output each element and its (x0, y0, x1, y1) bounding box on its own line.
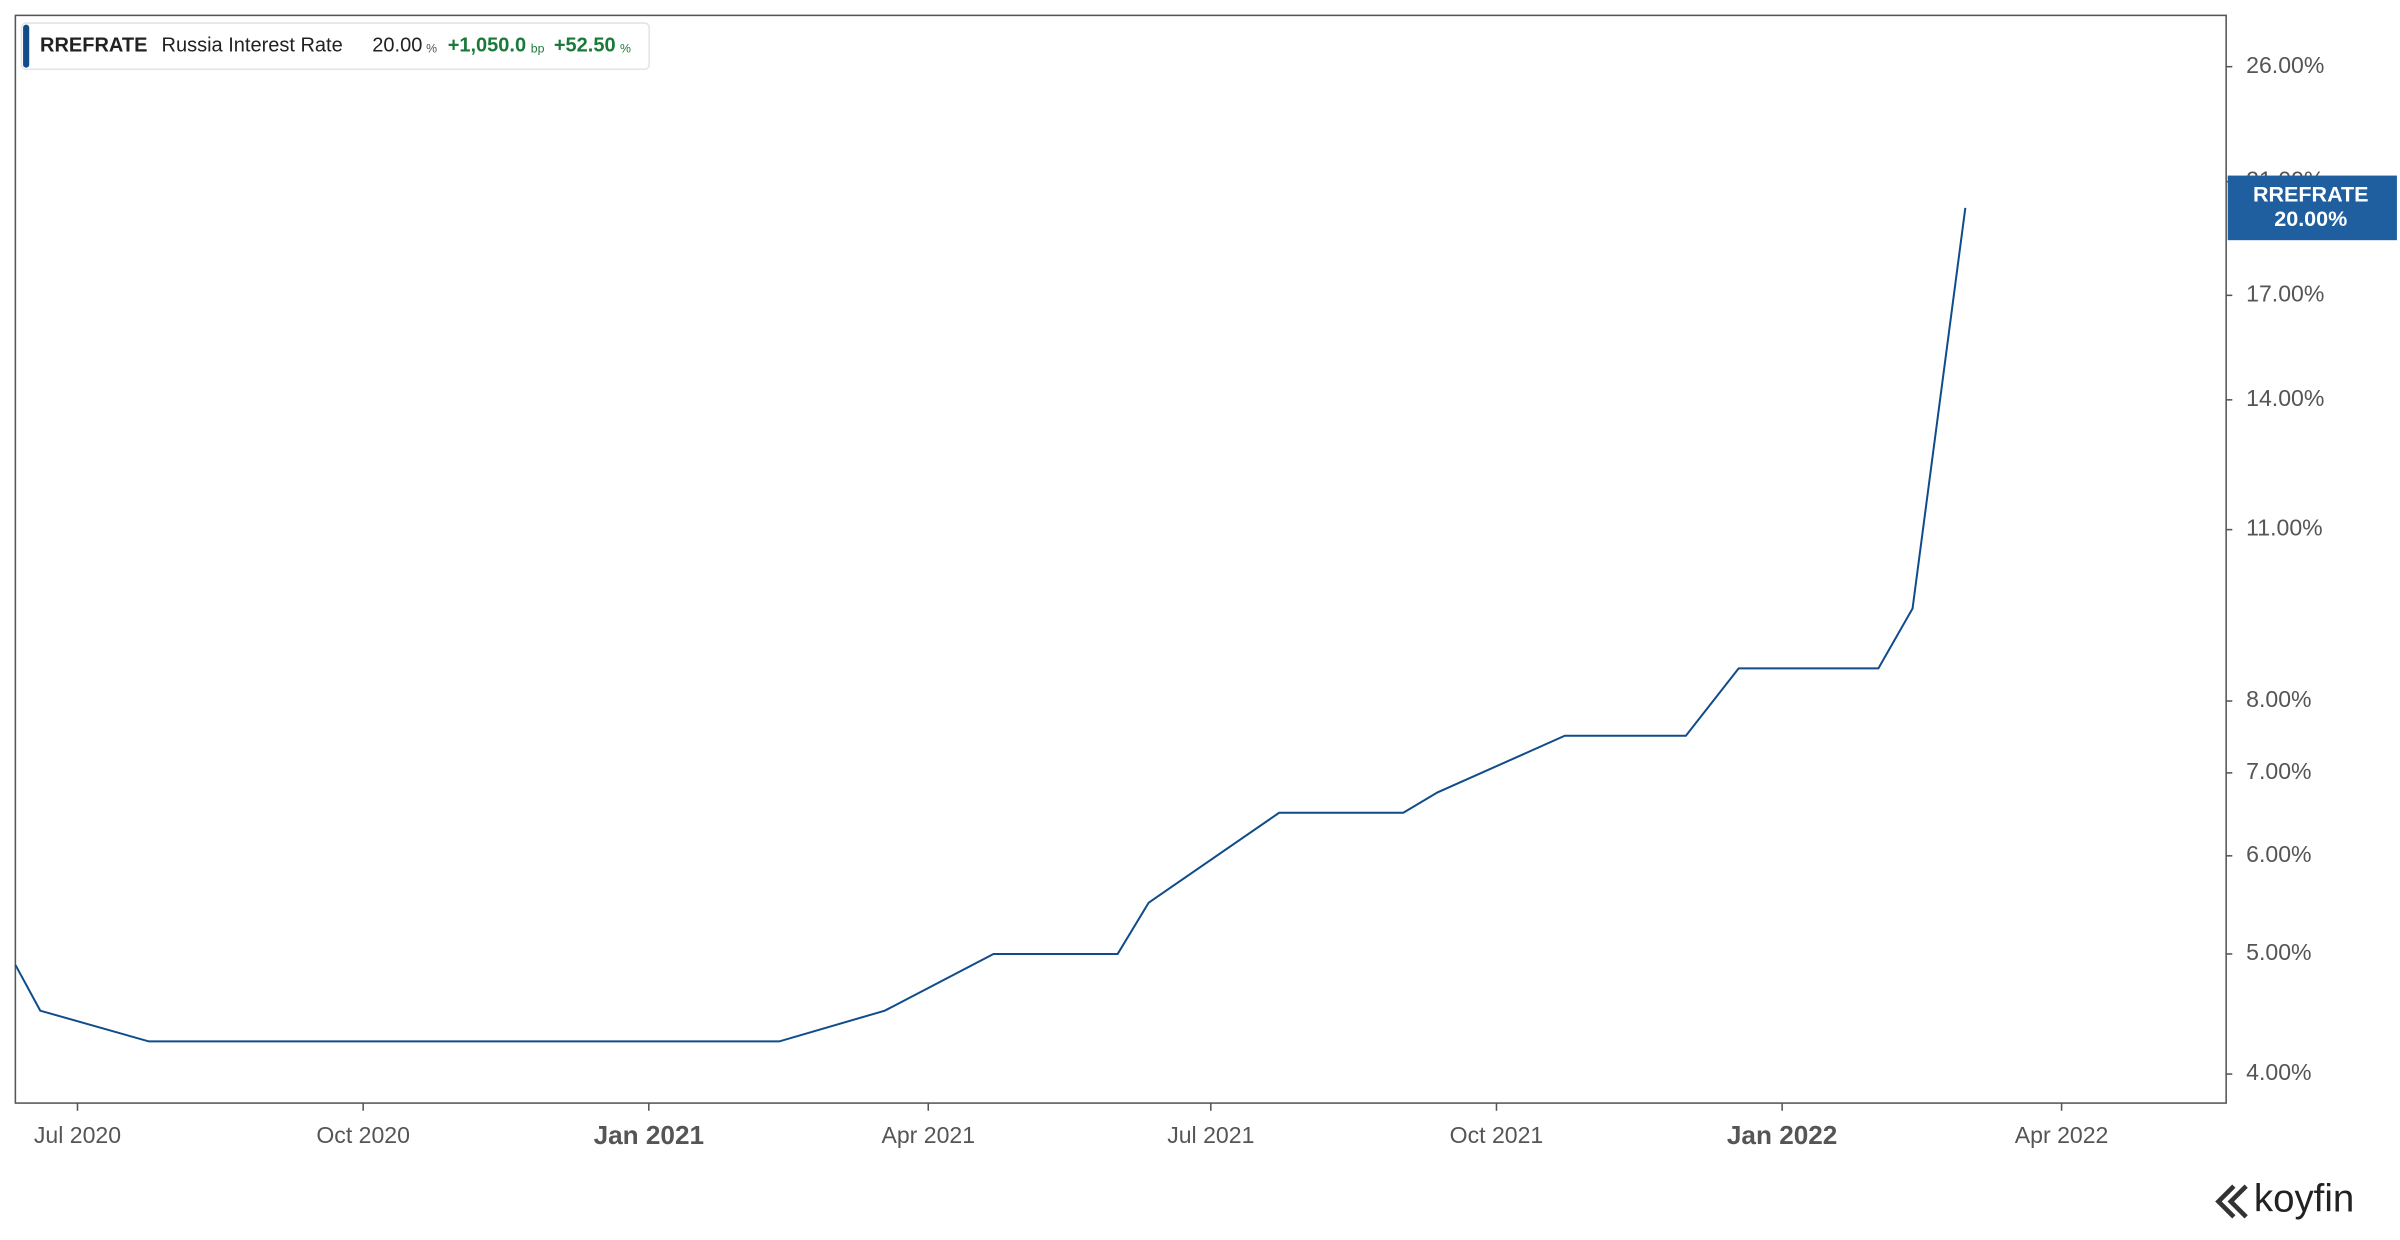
legend-last: 20.00 (372, 34, 422, 56)
line (14, 207, 1967, 1043)
y-tick-label: 7.00% (2246, 758, 2311, 784)
y-tick-label: 11.00% (2246, 515, 2323, 541)
legend-swatch (23, 24, 30, 68)
x-tick-label: Jul 2020 (34, 1122, 121, 1148)
legend-change-unit: bp (531, 41, 545, 55)
x-tick-label: Jul 2021 (1167, 1122, 1254, 1148)
x-tick-label: Jan 2021 (594, 1120, 704, 1150)
legend-box (20, 22, 650, 70)
legend-ticker: RREFRATE (40, 34, 147, 56)
y-tick-label: 17.00% (2246, 280, 2324, 306)
y-tick-label: 26.00% (2246, 52, 2324, 78)
x-tick-label: Oct 2021 (1450, 1122, 1544, 1148)
legend-last-unit: % (426, 41, 437, 55)
badge-value: 20.00% (2274, 207, 2347, 231)
legend-change-pct: +52.50 (554, 34, 616, 56)
y-tick-label: 6.00% (2246, 841, 2311, 867)
y-tick-label: 4.00% (2246, 1059, 2311, 1085)
badge-box (2227, 175, 2397, 241)
legend: RREFRATE Russia Interest Rate 20.00 % +1… (20, 22, 650, 70)
legend-change-pct-unit: % (620, 41, 631, 55)
y-tick-label: 8.00% (2246, 686, 2311, 712)
brand-icon (2215, 1184, 2248, 1219)
y-tick-label: 5.00% (2246, 939, 2311, 965)
badge-ticker: RREFRATE (2253, 182, 2369, 206)
legend-change: +1,050.0 (448, 34, 526, 56)
x-tick-label: Oct 2020 (316, 1122, 410, 1148)
legend-name: Russia Interest Rate (162, 34, 343, 56)
x-tick-label: Jan 2022 (1727, 1120, 1837, 1150)
x-tick-label: Apr 2021 (881, 1122, 975, 1148)
x-tick-label: Apr 2022 (2015, 1122, 2109, 1148)
brand-name: koyfin (2254, 1178, 2354, 1221)
plot-frame (14, 14, 2227, 1104)
y-tick-label: 14.00% (2246, 385, 2324, 411)
brand: koyfin (2215, 1178, 2354, 1221)
